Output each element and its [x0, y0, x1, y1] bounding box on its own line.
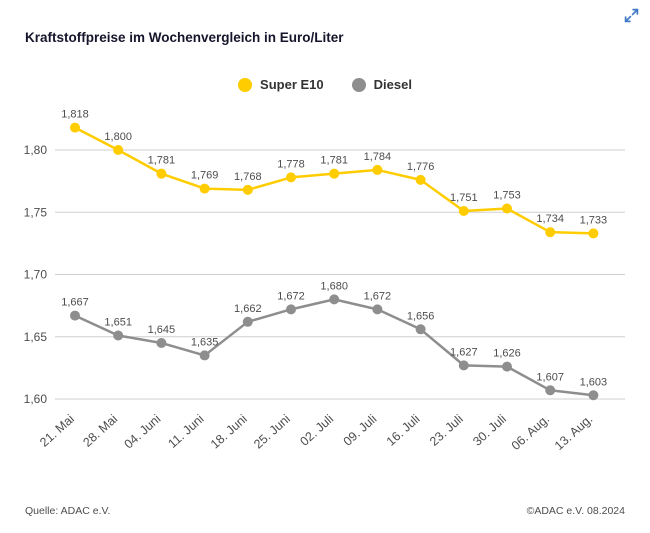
legend-label-super-e10: Super E10 — [260, 77, 324, 92]
data-label: 1,733 — [580, 214, 608, 226]
data-point — [156, 337, 167, 348]
data-label: 1,626 — [493, 348, 521, 360]
data-label: 1,776 — [407, 161, 435, 173]
copyright-text: ©ADAC e.V. 08.2024 — [526, 505, 625, 517]
x-tick-label: 25. Juni — [251, 412, 293, 452]
data-label: 1,784 — [364, 151, 392, 163]
data-label: 1,656 — [407, 310, 435, 322]
data-point — [545, 227, 556, 238]
data-label: 1,607 — [536, 371, 564, 383]
data-label: 1,818 — [61, 109, 89, 121]
source-text: Quelle: ADAC e.V. — [25, 505, 111, 517]
data-point — [502, 361, 512, 372]
legend-dot-diesel-icon — [351, 77, 366, 92]
x-tick-label: 30. Juli — [470, 412, 509, 449]
data-label: 1,781 — [320, 155, 348, 167]
data-point — [70, 310, 80, 321]
x-tick-label: 28. Mai — [80, 412, 120, 450]
x-tick-label: 23. Juli — [427, 412, 466, 449]
data-point — [113, 145, 124, 155]
data-label: 1,778 — [277, 158, 305, 170]
x-tick-label: 16. Juli — [384, 412, 423, 449]
data-label: 1,672 — [277, 290, 305, 302]
data-point — [545, 385, 556, 396]
legend-label-diesel: Diesel — [373, 77, 412, 92]
data-point — [458, 360, 469, 371]
expand-icon — [624, 8, 638, 22]
data-point — [199, 183, 210, 194]
data-label: 1,645 — [148, 324, 176, 336]
data-label: 1,662 — [234, 303, 262, 315]
data-point — [588, 390, 599, 401]
x-tick-label: 02. Juli — [297, 412, 336, 449]
data-label: 1,769 — [191, 170, 219, 182]
data-label: 1,651 — [104, 317, 132, 329]
data-point — [329, 168, 340, 179]
data-label: 1,603 — [580, 376, 608, 388]
data-label: 1,768 — [234, 171, 262, 183]
data-label: 1,627 — [450, 346, 478, 358]
series-line — [73, 126, 595, 235]
page-title: Kraftstoffpreise im Wochenvergleich in E… — [25, 30, 344, 45]
data-point — [329, 294, 340, 305]
data-point — [502, 203, 512, 214]
data-point — [113, 330, 124, 341]
data-label: 1,667 — [61, 297, 89, 309]
data-point — [458, 206, 469, 217]
data-point — [372, 164, 383, 175]
data-label: 1,751 — [450, 192, 478, 204]
legend-item-super-e10: Super E10 — [238, 77, 324, 92]
x-tick-label: 11. Juni — [165, 412, 206, 451]
x-tick-label: 06. Aug. — [509, 412, 552, 453]
data-point — [70, 122, 80, 133]
data-label: 1,635 — [191, 336, 219, 348]
x-tick-label: 04. Juni — [122, 412, 164, 452]
y-tick-label: 1,75 — [24, 205, 48, 219]
x-tick-label: 21. Mai — [37, 412, 77, 450]
data-label: 1,753 — [493, 190, 521, 202]
data-point — [286, 304, 296, 315]
data-point — [415, 174, 426, 185]
legend-dot-super-e10-icon — [238, 77, 253, 92]
data-point — [156, 168, 167, 179]
data-label: 1,672 — [364, 290, 392, 302]
data-label: 1,800 — [104, 131, 132, 143]
data-point — [415, 324, 426, 335]
data-point — [242, 316, 253, 327]
data-label: 1,734 — [536, 213, 564, 225]
y-tick-label: 1,70 — [24, 268, 48, 282]
legend-item-diesel: Diesel — [351, 77, 412, 92]
expand-button[interactable] — [622, 6, 640, 24]
chart-footer: Quelle: ADAC e.V. ©ADAC e.V. 08.2024 — [25, 505, 625, 517]
data-point — [199, 350, 210, 361]
data-point — [372, 304, 383, 315]
data-point — [286, 172, 296, 183]
x-tick-label: 09. Juli — [341, 412, 380, 449]
y-tick-label: 1,60 — [24, 392, 48, 406]
chart-legend: Super E10 Diesel — [0, 77, 650, 92]
data-point — [588, 228, 599, 239]
y-tick-label: 1,80 — [24, 143, 48, 157]
x-tick-label: 18. Juni — [208, 412, 250, 452]
fuel-price-chart: 1,60 1,65 1,70 1,75 1,80 1,818 1,800 1,781 1,769… — [24, 109, 625, 453]
data-label: 1,680 — [320, 280, 348, 292]
y-tick-label: 1,65 — [24, 330, 48, 344]
x-tick-label: 13. Aug. — [552, 412, 595, 453]
data-label: 1,781 — [148, 155, 176, 167]
data-point — [242, 184, 253, 195]
